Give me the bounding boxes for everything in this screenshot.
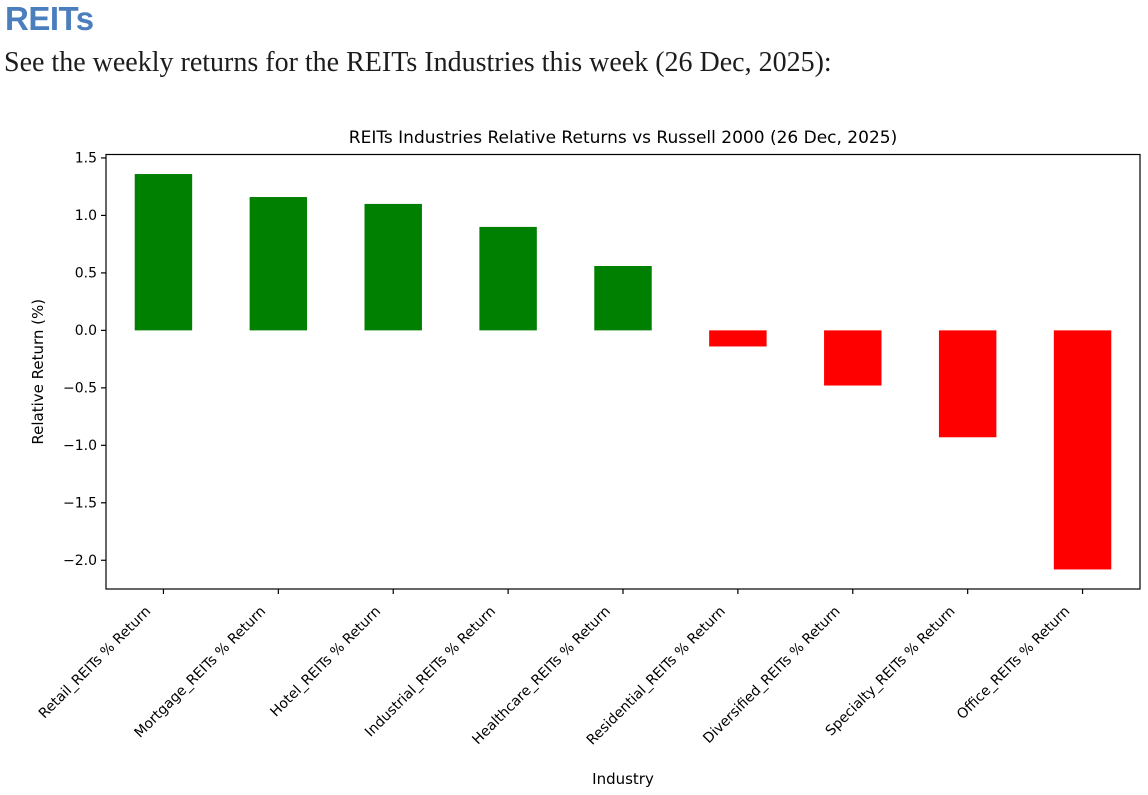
y-tick-label: 0.0 <box>75 323 97 339</box>
bar-0 <box>134 174 193 331</box>
bar-1 <box>249 197 308 331</box>
x-tick-label: Healthcare_REITs % Return <box>469 604 613 748</box>
bar-2 <box>364 203 422 331</box>
x-tick-label: Specialty_REITs % Return <box>823 604 959 740</box>
page-title: REITs <box>5 0 94 37</box>
bar-5 <box>709 330 767 347</box>
chart-title: REITs Industries Relative Returns vs Rus… <box>349 128 897 148</box>
x-tick-label: Diversified_REITs % Return <box>700 604 843 747</box>
y-axis-label: Relative Return (%) <box>29 299 47 445</box>
intro-text: See the weekly returns for the REITs Ind… <box>4 47 832 78</box>
bar-chart-figure: 1.5 1.0 0.5 0.0 −0.5 −1.0 −1.5 −2.0 Retail_REITs… <box>0 118 1148 790</box>
bar-7 <box>938 330 997 438</box>
y-tick-label: 1.5 <box>75 151 97 167</box>
bar-6 <box>824 330 882 386</box>
y-tick-label: −1.0 <box>63 438 97 454</box>
bar-4 <box>594 265 652 331</box>
y-tick-label: 1.0 <box>75 208 97 224</box>
y-tick-label: −0.5 <box>63 380 97 396</box>
x-tick-label: Retail_REITs % Return <box>36 604 154 722</box>
y-tick-label: −2.0 <box>63 553 97 569</box>
y-tick-label: 0.5 <box>75 266 97 282</box>
x-axis-label: Industry <box>592 770 654 788</box>
y-tick-label: −1.5 <box>63 495 97 511</box>
x-tick-label: Mortgage_REITs % Return <box>131 604 269 742</box>
bar-3 <box>479 226 537 331</box>
x-tick-label: Industrial_REITs % Return <box>362 604 499 741</box>
x-tick-label: Office_REITs % Return <box>954 604 1073 723</box>
bar-8 <box>1053 330 1112 570</box>
x-tick-label: Hotel_REITs % Return <box>267 604 384 721</box>
bar-chart: 1.5 1.0 0.5 0.0 −0.5 −1.0 −1.5 −2.0 Retail_REITs… <box>29 128 1141 788</box>
x-tick-label: Residential_REITs % Return <box>584 604 729 749</box>
